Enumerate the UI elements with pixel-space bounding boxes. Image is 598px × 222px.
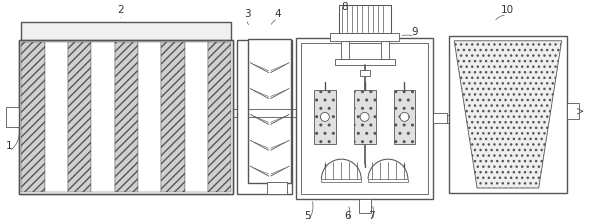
Bar <box>359 199 371 213</box>
Circle shape <box>360 112 369 121</box>
Bar <box>341 41 349 59</box>
Text: 10: 10 <box>501 5 514 15</box>
Bar <box>248 39 291 183</box>
Bar <box>237 40 292 194</box>
Circle shape <box>400 112 409 121</box>
Bar <box>393 89 416 144</box>
Bar <box>208 42 231 192</box>
Bar <box>5 107 20 127</box>
Bar <box>185 42 208 192</box>
Text: 2: 2 <box>118 5 124 15</box>
Text: 7: 7 <box>368 211 375 221</box>
Bar <box>68 42 91 192</box>
Bar <box>359 70 370 76</box>
Bar <box>368 179 408 182</box>
Circle shape <box>321 112 329 121</box>
Bar <box>449 36 567 193</box>
Text: 8: 8 <box>341 2 348 12</box>
Bar <box>567 103 578 119</box>
Bar <box>301 43 428 194</box>
Bar <box>434 113 447 123</box>
Text: 1: 1 <box>6 141 13 151</box>
Text: 6: 6 <box>344 211 351 221</box>
Text: 9: 9 <box>411 27 418 37</box>
Bar <box>20 40 233 194</box>
Bar <box>314 89 336 144</box>
Bar <box>330 33 399 41</box>
Bar <box>296 38 434 199</box>
Bar <box>335 59 395 65</box>
Bar <box>22 22 231 40</box>
Bar <box>161 42 185 192</box>
Text: 5: 5 <box>304 211 312 221</box>
Bar <box>45 42 68 192</box>
Bar <box>267 182 287 194</box>
Bar <box>380 41 389 59</box>
Text: 3: 3 <box>244 9 251 19</box>
Bar <box>321 179 361 182</box>
Bar <box>353 89 376 144</box>
Text: 4: 4 <box>275 9 282 19</box>
Bar <box>22 42 45 192</box>
Polygon shape <box>454 41 562 188</box>
Bar <box>138 42 161 192</box>
Bar <box>91 42 115 192</box>
Bar <box>339 5 390 33</box>
Bar <box>115 42 138 192</box>
Bar <box>20 40 233 194</box>
